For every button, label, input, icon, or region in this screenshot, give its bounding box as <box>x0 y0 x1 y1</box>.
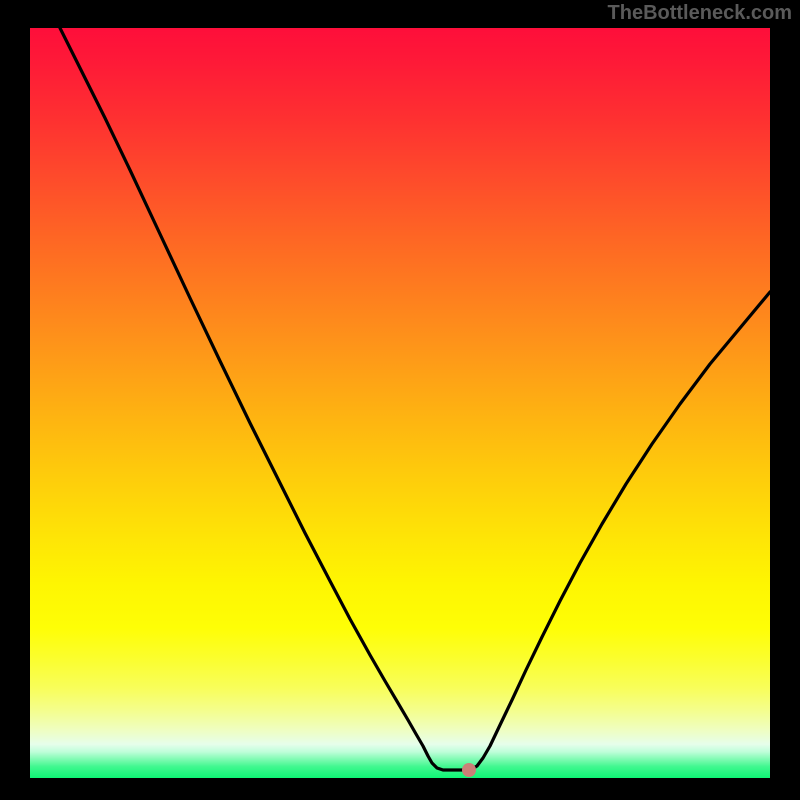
watermark-text: TheBottleneck.com <box>608 2 792 25</box>
minimum-marker <box>462 763 476 777</box>
chart-container: TheBottleneck.com <box>0 0 800 800</box>
bottleneck-curve <box>30 28 770 778</box>
plot-area <box>30 28 770 778</box>
